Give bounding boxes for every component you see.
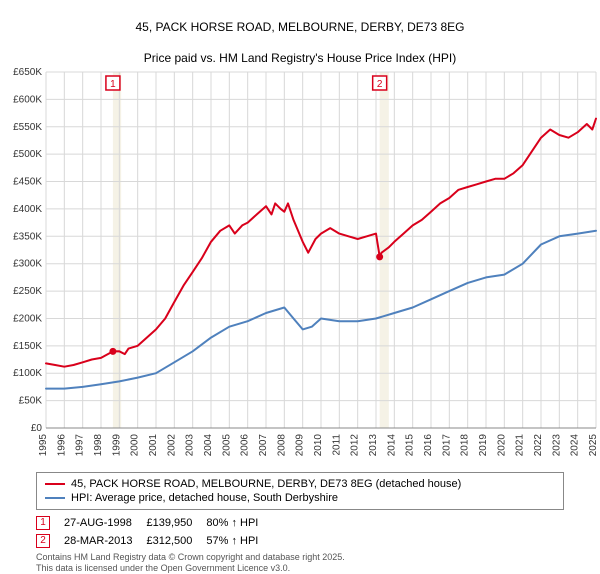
svg-text:2003: 2003 xyxy=(185,434,196,457)
legend-swatch xyxy=(45,483,65,485)
marker-table: 1 27-AUG-1998£139,95080% ↑ HPI 2 28-MAR-201… xyxy=(36,514,272,550)
svg-text:2016: 2016 xyxy=(423,434,434,457)
legend-item: 45, PACK HORSE ROAD, MELBOURNE, DERBY, D… xyxy=(45,477,555,491)
svg-text:2005: 2005 xyxy=(221,434,232,457)
marker-row: 1 27-AUG-1998£139,95080% ↑ HPI xyxy=(36,514,272,532)
svg-text:1995: 1995 xyxy=(38,434,49,457)
title-line2: Price paid vs. HM Land Registry's House … xyxy=(144,51,456,65)
svg-text:2012: 2012 xyxy=(350,434,361,457)
svg-text:£0: £0 xyxy=(31,423,43,434)
marker-price: £312,500 xyxy=(146,532,206,550)
marker-id-box: 2 xyxy=(36,534,50,548)
svg-text:£600K: £600K xyxy=(13,95,42,106)
svg-text:2018: 2018 xyxy=(460,434,471,457)
svg-text:£200K: £200K xyxy=(13,314,42,325)
svg-text:2010: 2010 xyxy=(313,434,324,457)
svg-text:£50K: £50K xyxy=(19,396,43,407)
price-chart: £0 £50K £100K £150K £200K £250K £300K £350K £400… xyxy=(0,68,600,468)
marker-row: 2 28-MAR-2013£312,50057% ↑ HPI xyxy=(36,532,272,550)
svg-text:2023: 2023 xyxy=(551,434,562,457)
svg-text:2002: 2002 xyxy=(166,434,177,457)
footer-line2: This data is licensed under the Open Gov… xyxy=(36,563,290,573)
title-line1: 45, PACK HORSE ROAD, MELBOURNE, DERBY, D… xyxy=(136,20,465,34)
svg-text:2021: 2021 xyxy=(515,434,526,457)
marker-id-box: 1 xyxy=(36,516,50,530)
svg-text:2: 2 xyxy=(377,79,383,90)
svg-text:2000: 2000 xyxy=(130,434,141,457)
legend-item: HPI: Average price, detached house, Sout… xyxy=(45,491,555,505)
svg-text:1996: 1996 xyxy=(56,434,67,457)
svg-text:2024: 2024 xyxy=(570,434,581,457)
marker-delta: 80% ↑ HPI xyxy=(206,514,272,532)
svg-text:£400K: £400K xyxy=(13,204,42,215)
footer-attribution: Contains HM Land Registry data © Crown c… xyxy=(36,552,564,574)
legend-label: 45, PACK HORSE ROAD, MELBOURNE, DERBY, D… xyxy=(71,478,461,490)
svg-text:2001: 2001 xyxy=(148,434,159,457)
svg-text:2013: 2013 xyxy=(368,434,379,457)
svg-text:2019: 2019 xyxy=(478,434,489,457)
svg-text:£100K: £100K xyxy=(13,369,42,380)
svg-text:£650K: £650K xyxy=(13,68,42,78)
marker-price: £139,950 xyxy=(146,514,206,532)
legend-label: HPI: Average price, detached house, Sout… xyxy=(71,492,338,504)
svg-text:2006: 2006 xyxy=(240,434,251,457)
svg-text:£250K: £250K xyxy=(13,286,42,297)
marker-date: 27-AUG-1998 xyxy=(64,514,146,532)
svg-text:2015: 2015 xyxy=(405,434,416,457)
svg-text:1998: 1998 xyxy=(93,434,104,457)
svg-text:2009: 2009 xyxy=(295,434,306,457)
svg-text:1997: 1997 xyxy=(75,434,86,457)
svg-text:2017: 2017 xyxy=(441,434,452,457)
svg-text:£550K: £550K xyxy=(13,122,42,133)
svg-text:2020: 2020 xyxy=(496,434,507,457)
legend: 45, PACK HORSE ROAD, MELBOURNE, DERBY, D… xyxy=(36,472,564,510)
legend-swatch xyxy=(45,497,65,499)
svg-text:1: 1 xyxy=(110,79,116,90)
svg-text:2007: 2007 xyxy=(258,434,269,457)
svg-text:2014: 2014 xyxy=(386,434,397,457)
svg-text:£150K: £150K xyxy=(13,341,42,352)
marker-date: 28-MAR-2013 xyxy=(64,532,146,550)
svg-text:2025: 2025 xyxy=(588,434,599,457)
svg-text:£450K: £450K xyxy=(13,177,42,188)
svg-text:1999: 1999 xyxy=(111,434,122,457)
svg-text:2022: 2022 xyxy=(533,434,544,457)
svg-text:£300K: £300K xyxy=(13,259,42,270)
svg-text:2004: 2004 xyxy=(203,434,214,457)
svg-text:2011: 2011 xyxy=(331,434,342,456)
svg-text:£350K: £350K xyxy=(13,232,42,243)
svg-text:2008: 2008 xyxy=(276,434,287,457)
chart-title: 45, PACK HORSE ROAD, MELBOURNE, DERBY, D… xyxy=(0,0,600,68)
marker-delta: 57% ↑ HPI xyxy=(206,532,272,550)
footer-line1: Contains HM Land Registry data © Crown c… xyxy=(36,552,345,562)
svg-text:£500K: £500K xyxy=(13,150,42,161)
chart-svg: £0 £50K £100K £150K £200K £250K £300K £350K £400… xyxy=(0,68,600,468)
